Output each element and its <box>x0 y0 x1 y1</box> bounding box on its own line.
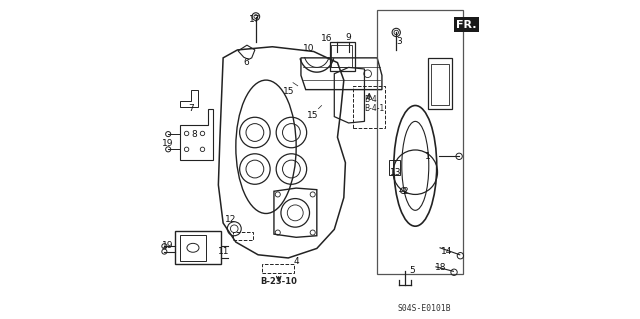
Text: 15: 15 <box>282 87 294 96</box>
Bar <box>377 10 463 274</box>
Text: B-4-1: B-4-1 <box>364 104 384 113</box>
Text: 11: 11 <box>218 247 230 256</box>
Text: 6: 6 <box>243 58 249 67</box>
Text: 13: 13 <box>390 168 401 177</box>
Bar <box>431 63 449 105</box>
Bar <box>175 231 221 264</box>
Text: 12: 12 <box>225 215 236 224</box>
Text: 8: 8 <box>191 130 197 138</box>
Text: B-4: B-4 <box>364 95 376 104</box>
Text: 5: 5 <box>409 266 415 275</box>
Text: 18: 18 <box>435 263 447 272</box>
Text: FR.: FR. <box>456 19 476 30</box>
Text: 19: 19 <box>163 139 174 148</box>
Text: 10: 10 <box>303 44 315 53</box>
Text: 15: 15 <box>307 111 319 120</box>
Bar <box>331 45 352 67</box>
Text: 9: 9 <box>346 33 351 42</box>
Text: B-23-10: B-23-10 <box>260 277 297 286</box>
Bar <box>330 42 355 70</box>
Text: 2: 2 <box>403 187 408 196</box>
Text: 16: 16 <box>321 34 332 43</box>
Bar <box>353 86 385 128</box>
Bar <box>428 58 452 109</box>
Text: 7: 7 <box>189 104 195 113</box>
Text: 14: 14 <box>442 247 452 256</box>
Bar <box>180 235 205 261</box>
Text: S04S-E0101B: S04S-E0101B <box>398 304 452 313</box>
Text: 3: 3 <box>396 38 402 47</box>
Text: 17: 17 <box>249 15 260 24</box>
Text: 19: 19 <box>163 241 174 250</box>
Bar <box>262 264 294 273</box>
Bar <box>233 232 253 241</box>
Text: 1: 1 <box>424 152 430 161</box>
Text: 4: 4 <box>293 257 299 266</box>
